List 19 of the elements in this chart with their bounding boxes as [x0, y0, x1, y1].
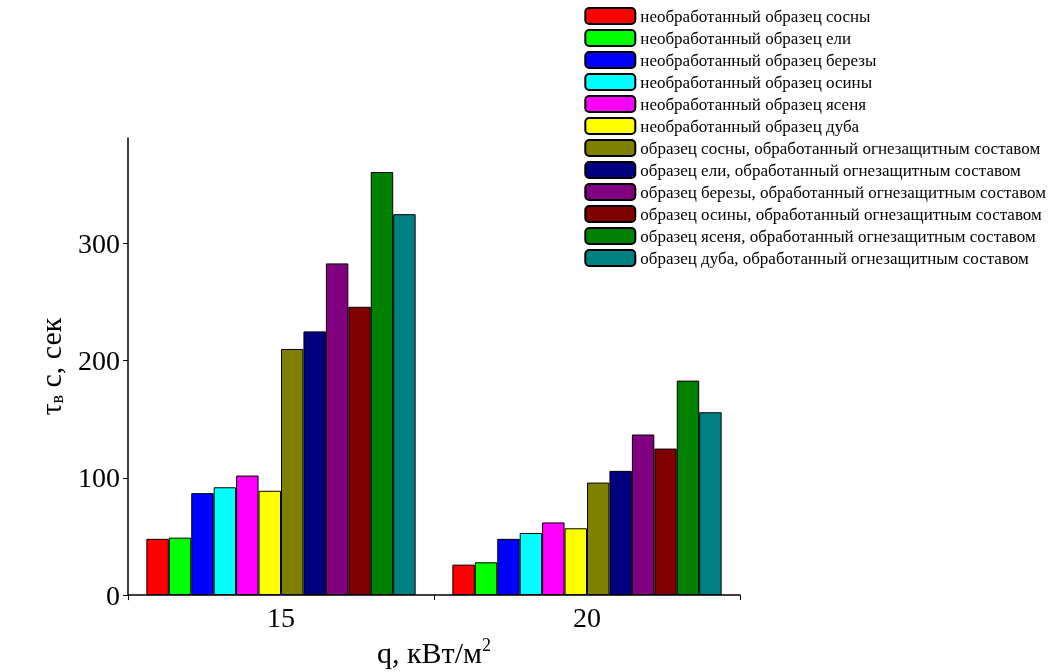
- legend-label: образец ясеня, обработанный огнезащитным составом: [640, 226, 1036, 246]
- legend-label: образец осины, обработанный огнезащитным составом: [640, 204, 1042, 224]
- legend-label: образец сосны, обработанный огнезащитным составом: [640, 138, 1041, 158]
- legend-label: необработанный образец ясеня: [640, 94, 867, 114]
- y-tick-label: 200: [78, 345, 120, 377]
- y-tick-label: 100: [78, 462, 120, 494]
- x-tick-label: 15: [267, 601, 295, 633]
- y-tick-label: 300: [78, 227, 120, 259]
- legend-label: образец березы, обработанный огнезащитным составом: [640, 182, 1047, 202]
- legend-label: необработанный образец дуба: [640, 116, 860, 136]
- legend-label: необработанный образец осины: [640, 72, 873, 92]
- x-tick-label: 20: [573, 601, 601, 633]
- y-tick-label: 0: [106, 579, 120, 611]
- y-axis-title: τв с, сек: [33, 317, 67, 416]
- legend-label: необработанный образец ели: [640, 28, 852, 48]
- legend-label: образец дуба, обработанный огнезащитным составом: [640, 248, 1029, 268]
- legend-label: необработанный образец березы: [640, 50, 877, 70]
- legend-label: образец ели, обработанный огнезащитным составом: [640, 160, 1022, 180]
- legend-label: необработанный образец сосны: [640, 6, 872, 26]
